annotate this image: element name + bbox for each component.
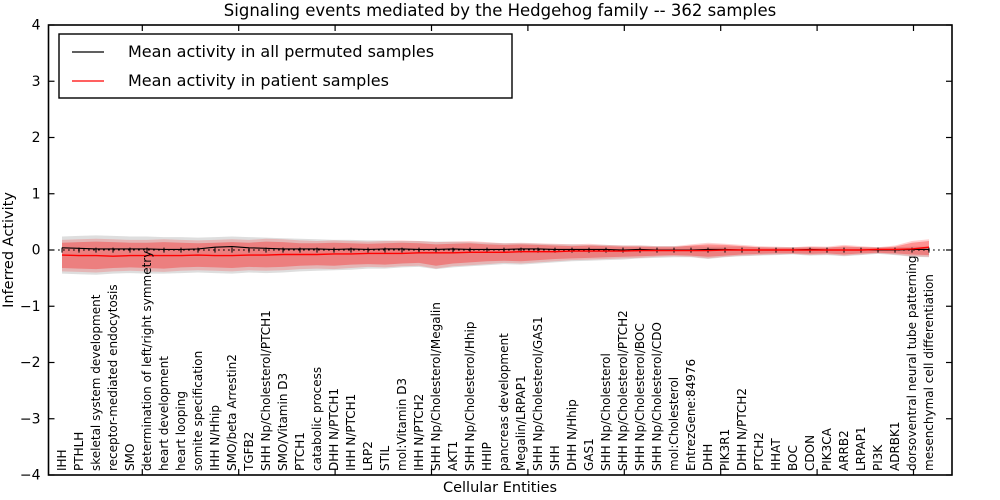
x-tick-label: DHH (701, 444, 715, 471)
y-tick-label: −3 (20, 411, 41, 427)
x-tick-label: catabolic process (310, 367, 324, 471)
x-tick-label: BOC (786, 445, 800, 471)
x-tick-label: AKT1 (446, 441, 460, 471)
y-tick-label: 4 (32, 18, 41, 34)
x-tick-label: EntrezGene:84976 (684, 359, 698, 471)
x-tick-label: heart looping (174, 391, 188, 471)
x-tick-label: SHH (548, 445, 562, 471)
chart-title: Signaling events mediated by the Hedgeho… (224, 1, 776, 20)
x-axis-label: Cellular Entities (443, 480, 557, 496)
x-tick-label: CDON (803, 435, 817, 471)
x-tick-label: mol:Cholesterol (667, 377, 681, 471)
y-tick-label: −2 (20, 355, 41, 371)
x-tick-label: SHH Np/Cholesterol/PTCH2 (616, 310, 630, 471)
y-tick-label: −1 (20, 299, 41, 315)
x-tick-label: receptor-mediated endocytosis (106, 284, 120, 471)
x-tick-label: mesenchymal cell differentiation (922, 274, 936, 471)
x-tick-label: SMO/beta Arrestin2 (225, 354, 239, 471)
patient-samples-std-inner-band (62, 241, 929, 270)
y-tick-label: 0 (32, 243, 41, 259)
x-tick-label: somite specification (191, 351, 205, 471)
x-tick-label: DHH N/PTCH1 (327, 388, 341, 471)
x-tick-label: GAS1 (582, 438, 596, 471)
x-tick-label: PTCH2 (752, 432, 766, 471)
x-tick-label: SMO/Vitamin D3 (276, 373, 290, 471)
x-tick-label: determination of left/right symmetry (140, 251, 154, 471)
legend: Mean activity in all permuted samples Me… (58, 33, 513, 99)
x-tick-label: ADRBK1 (888, 421, 902, 471)
patient-mean-line (61, 246, 930, 257)
x-tick-label: Megalin/LRPAP1 (514, 375, 528, 471)
x-tick-label: dorsoventral neural tube patterning (905, 255, 919, 471)
x-tick-label: SHH Np/Cholesterol/GAS1 (531, 316, 545, 471)
x-tick-label: IHH N/Hhip (208, 405, 222, 471)
y-tick-label: 1 (32, 186, 41, 202)
x-tick-label: SHH Np/Cholesterol/BOC (633, 323, 647, 471)
x-tick-label: ARRB2 (837, 430, 851, 471)
x-tick-label: STIL (378, 446, 392, 471)
patient-samples-std-outer-band (62, 238, 929, 273)
x-tick-label: SHH Np/Cholesterol/Hhip (463, 322, 477, 471)
x-tick-label: PI3K (871, 444, 885, 471)
x-tick-label: HHIP (480, 442, 494, 471)
x-tick-label: DHH N/PTCH2 (735, 388, 749, 471)
x-tick-label: PIK3CA (820, 427, 834, 471)
x-tick-label: PIK3R1 (718, 429, 732, 471)
x-tick-label: HHAT (769, 438, 783, 471)
x-tick-label: SHH Np/Cholesterol/Megalin (429, 302, 443, 471)
x-tick-label: LRP2 (361, 441, 375, 471)
x-tick-label: LRPAP1 (854, 426, 868, 471)
plot-area: −4 −3 −2 −1 0 1 2 3 4 IHH PTHLH skeletal system dev… (20, 18, 952, 484)
x-tick-label: SHH Np/Cholesterol (599, 353, 613, 471)
x-tick-label: IHH N/PTCH2 (412, 394, 426, 471)
y-tick-label: 3 (32, 74, 41, 90)
legend-label-patient: Mean activity in patient samples (128, 71, 389, 90)
x-tick-label: SHH Np/Cholesterol/PTCH1 (259, 310, 273, 471)
permuted-samples-std-band (62, 235, 929, 275)
y-axis-label: Inferred Activity (1, 192, 17, 308)
legend-box (58, 33, 513, 99)
x-tick-label: PTHLH (72, 432, 86, 471)
axes-frame (47, 24, 953, 476)
x-tick-label: DHH N/Hhip (565, 399, 579, 471)
x-tick-label: heart development (157, 356, 171, 471)
y-tick-label: −4 (20, 468, 41, 484)
x-tick-label: PTCH1 (293, 432, 307, 471)
x-tick-label: pancreas development (497, 333, 511, 471)
x-tick-label: mol:Vitamin D3 (395, 378, 409, 471)
x-tick-label: IHH (55, 449, 69, 471)
x-tick-label: SHH Np/Cholesterol/CDO (650, 322, 664, 471)
y-tick-label: 2 (32, 130, 41, 146)
x-tick-label: IHH N/PTCH1 (344, 394, 358, 471)
x-tick-label: SMO (123, 444, 137, 471)
x-tick-label: TGFB2 (242, 432, 256, 472)
legend-label-permuted: Mean activity in all permuted samples (128, 42, 434, 61)
x-tick-label: skeletal system development (89, 294, 103, 471)
